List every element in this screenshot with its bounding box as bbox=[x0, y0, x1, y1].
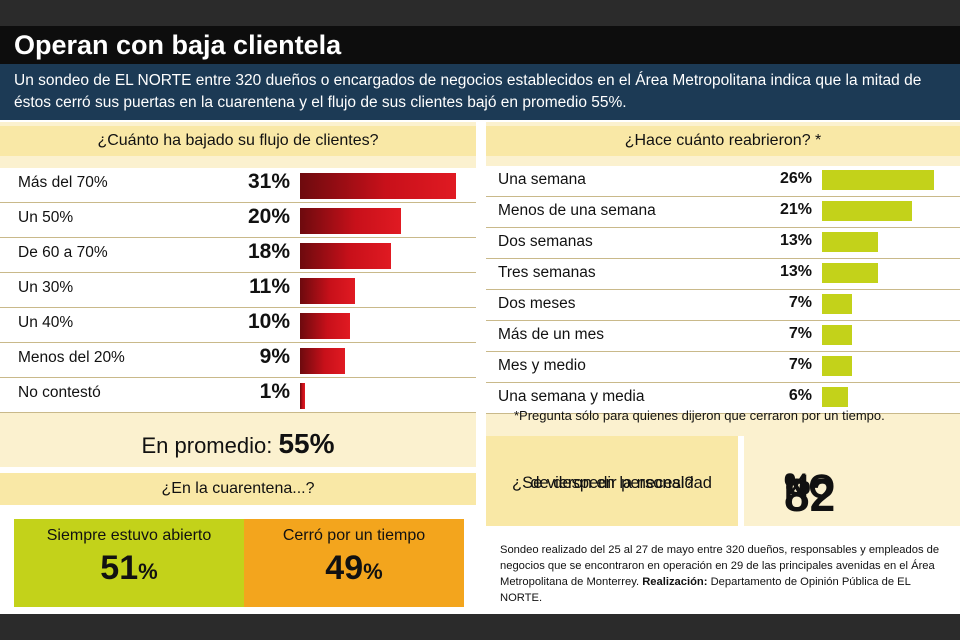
bar bbox=[300, 243, 391, 269]
category-label: No contestó bbox=[18, 384, 101, 401]
data-label: 21% bbox=[779, 201, 812, 218]
closed-temporarily-label: Cerró por un tiempo bbox=[282, 527, 426, 544]
category-label: De 60 a 70% bbox=[18, 244, 108, 261]
bar bbox=[822, 325, 853, 345]
closed-temporarily-box: Cerró por un tiempo 49% bbox=[244, 519, 464, 607]
data-label: 7% bbox=[788, 356, 812, 373]
always-open-label: Siempre estuvo abierto bbox=[46, 527, 212, 544]
methodology-footer: Sondeo realizado del 25 al 27 de mayo en… bbox=[500, 542, 948, 606]
chart-row: Una semana y media 6% bbox=[486, 383, 960, 414]
category-label: Un 30% bbox=[18, 279, 74, 296]
category-label: Un 40% bbox=[18, 314, 74, 331]
layoffs-question-box: ¿Se vieron en la necesidad de despedir pe… bbox=[486, 436, 738, 526]
category-label: Dos meses bbox=[498, 295, 576, 312]
layoffs-question-line2: de despedir personal? bbox=[530, 474, 694, 492]
client-flow-question: ¿Cuánto ha bajado su flujo de clientes? bbox=[0, 126, 476, 156]
data-label: 13% bbox=[779, 263, 812, 280]
intro-text: Un sondeo de EL NORTE entre 320 dueños o… bbox=[14, 72, 922, 111]
data-label: 7% bbox=[788, 325, 812, 342]
title-bar: Operan con baja clientela bbox=[0, 26, 960, 64]
intro-banner: Un sondeo de EL NORTE entre 320 dueños o… bbox=[0, 64, 960, 120]
category-label: Más del 70% bbox=[18, 174, 108, 191]
data-label: 10% bbox=[247, 310, 290, 333]
average-line: En promedio: 55% bbox=[0, 428, 476, 460]
bar bbox=[822, 232, 878, 252]
data-label: 20% bbox=[247, 205, 290, 228]
bar bbox=[300, 278, 356, 304]
data-label: 18% bbox=[247, 240, 290, 263]
closed-temporarily-number: 49 bbox=[325, 549, 364, 587]
methodology-text: Sondeo realizado del 25 al 27 de mayo en… bbox=[500, 544, 940, 588]
category-label: Tres semanas bbox=[498, 264, 596, 281]
layoffs-answer-number: 82 bbox=[784, 469, 836, 521]
category-label: Mes y medio bbox=[498, 357, 586, 374]
chart-row: Dos meses 7% bbox=[486, 290, 960, 321]
chart-row: Más del 70% 31% bbox=[0, 168, 476, 203]
quarantine-question: ¿En la cuarentena...? bbox=[0, 473, 476, 505]
data-label: 1% bbox=[259, 380, 290, 403]
bar bbox=[300, 383, 306, 409]
closed-temporarily-value: 49% bbox=[244, 549, 464, 588]
chart-row: Más de un mes 7% bbox=[486, 321, 960, 352]
bar bbox=[822, 263, 878, 283]
layoffs-question: ¿Se vieron en la necesidad de despedir pe… bbox=[486, 454, 738, 492]
client-flow-chart: Más del 70% 31% Un 50% 20% De 60 a 70% 18% Un … bbox=[0, 168, 476, 413]
average-label: En promedio: bbox=[141, 433, 273, 458]
data-label: 13% bbox=[779, 232, 812, 249]
layoffs-answer-unit: % bbox=[784, 468, 811, 501]
bar bbox=[300, 348, 346, 374]
bar bbox=[300, 208, 401, 234]
data-label: 9% bbox=[259, 345, 290, 368]
category-label: Menos del 20% bbox=[18, 349, 125, 366]
category-label: Más de un mes bbox=[498, 326, 604, 343]
reopen-note: *Pregunta sólo para quienes dijeron que … bbox=[514, 408, 885, 423]
data-label: 6% bbox=[788, 387, 812, 404]
layoffs-answer-box: NO 82% bbox=[738, 436, 960, 526]
category-label: Menos de una semana bbox=[498, 202, 656, 219]
chart-row: Menos del 20% 9% bbox=[0, 343, 476, 378]
bar bbox=[300, 313, 351, 339]
category-label: Una semana bbox=[498, 171, 586, 188]
layoffs-answer-word: NO bbox=[784, 468, 835, 506]
reopen-panel: ¿Hace cuánto reabrieron? * Una semana 26%… bbox=[486, 122, 960, 436]
bar bbox=[822, 170, 934, 190]
category-label: Una semana y media bbox=[498, 388, 645, 405]
chart-row: Un 50% 20% bbox=[0, 203, 476, 238]
chart-row: De 60 a 70% 18% bbox=[0, 238, 476, 273]
chart-row: Un 30% 11% bbox=[0, 273, 476, 308]
bar bbox=[822, 387, 848, 407]
always-open-number: 51 bbox=[100, 549, 139, 587]
credit-text: Departamento de Opinión Pública de EL NO… bbox=[500, 576, 911, 604]
chart-row: Un 40% 10% bbox=[0, 308, 476, 343]
always-open-unit: % bbox=[138, 559, 158, 584]
infographic: Operan con baja clientela Un sondeo de E… bbox=[0, 26, 960, 614]
chart-row: Tres semanas 13% bbox=[486, 259, 960, 290]
layoffs-question-line1: ¿Se vieron en la necesidad bbox=[512, 474, 712, 492]
bar bbox=[300, 173, 456, 199]
category-label: Dos semanas bbox=[498, 233, 593, 250]
reopen-chart: Una semana 26% Menos de una semana 21% Dos s… bbox=[486, 166, 960, 414]
always-open-value: 51% bbox=[14, 549, 244, 588]
average-value: 55% bbox=[278, 428, 335, 459]
page-title: Operan con baja clientela bbox=[14, 30, 342, 60]
bar bbox=[822, 201, 913, 221]
chart-row: Menos de una semana 21% bbox=[486, 197, 960, 228]
data-label: 7% bbox=[788, 294, 812, 311]
credit-label: Realización: bbox=[642, 576, 708, 588]
chart-row: Una semana 26% bbox=[486, 166, 960, 197]
bar bbox=[822, 356, 853, 376]
chart-row: No contestó 1% bbox=[0, 378, 476, 413]
chart-row: Dos semanas 13% bbox=[486, 228, 960, 259]
client-flow-panel: ¿Cuánto ha bajado su flujo de clientes? … bbox=[0, 122, 476, 467]
data-label: 31% bbox=[247, 170, 290, 193]
bar bbox=[822, 294, 853, 314]
reopen-question: ¿Hace cuánto reabrieron? * bbox=[486, 126, 960, 156]
always-open-box: Siempre estuvo abierto 51% bbox=[14, 519, 244, 607]
data-label: 11% bbox=[249, 275, 290, 298]
closed-temporarily-unit: % bbox=[363, 559, 383, 584]
category-label: Un 50% bbox=[18, 209, 74, 226]
data-label: 26% bbox=[779, 170, 812, 187]
chart-row: Mes y medio 7% bbox=[486, 352, 960, 383]
